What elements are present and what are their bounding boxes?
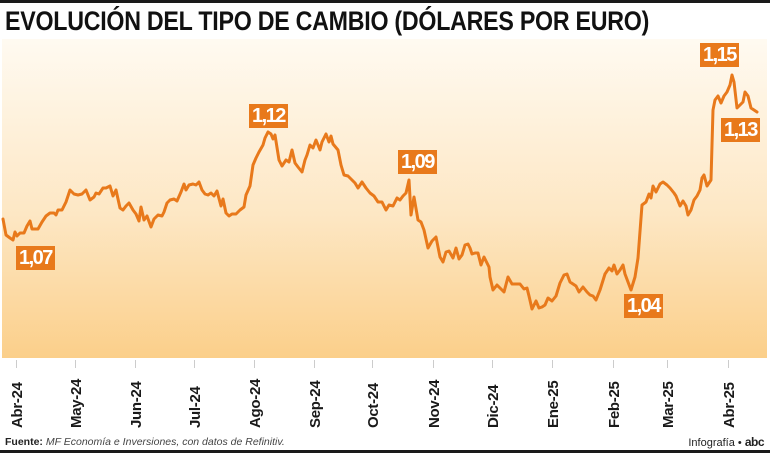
x-label-dic-24: Dic-24 bbox=[485, 384, 502, 428]
x-label-oct-24: Oct-24 bbox=[365, 383, 382, 428]
source-note: Fuente: MF Economía e Inversiones, con d… bbox=[5, 436, 285, 448]
annotation-badge-last: 1,13 bbox=[721, 118, 760, 142]
x-tick bbox=[433, 360, 434, 368]
x-tick bbox=[314, 360, 315, 368]
x-label-nov-24: Nov-24 bbox=[426, 379, 443, 428]
annotation-badge-aug-peak: 1,12 bbox=[249, 104, 288, 128]
x-label-abr-25: Abr-25 bbox=[721, 382, 738, 428]
x-tick bbox=[16, 360, 17, 368]
x-label-feb-25: Feb-25 bbox=[606, 381, 623, 428]
x-tick bbox=[613, 360, 614, 368]
x-label-ago-24: Ago-24 bbox=[247, 378, 264, 428]
credit: Infografía • abc bbox=[688, 435, 764, 449]
source-text: MF Economía e Inversiones, con datos de … bbox=[45, 436, 285, 448]
annotation-badge-oct-peak: 1,09 bbox=[398, 150, 437, 174]
top-border bbox=[0, 0, 770, 3]
x-tick bbox=[194, 360, 195, 368]
source-label: Fuente: bbox=[5, 436, 43, 448]
abc-logo: abc bbox=[744, 435, 765, 449]
x-tick bbox=[492, 360, 493, 368]
annotation-badge-start: 1,07 bbox=[16, 246, 55, 270]
x-label-sep-24: Sep-24 bbox=[307, 380, 324, 428]
x-tick bbox=[552, 360, 553, 368]
x-tick bbox=[728, 360, 729, 368]
annotation-badge-max: 1,15 bbox=[700, 43, 739, 67]
bottom-border bbox=[0, 450, 770, 453]
x-label-abr-24: Abr-24 bbox=[9, 382, 26, 428]
chart-title: EVOLUCIÓN DEL TIPO DE CAMBIO (DÓLARES PO… bbox=[5, 6, 650, 36]
x-tick bbox=[372, 360, 373, 368]
x-tick bbox=[254, 360, 255, 368]
x-label-ene-25: Ene-25 bbox=[545, 380, 562, 428]
credit-text: Infografía • bbox=[688, 437, 742, 449]
x-tick bbox=[667, 360, 668, 368]
x-tick bbox=[75, 360, 76, 368]
annotation-badge-feb-low: 1,04 bbox=[624, 294, 663, 318]
x-label-jul-24: Jul-24 bbox=[187, 386, 204, 428]
x-label-jun-24: Jun-24 bbox=[128, 381, 145, 428]
x-label-mar-25: Mar-25 bbox=[660, 381, 677, 428]
x-label-may-24: May-24 bbox=[68, 378, 85, 428]
x-tick bbox=[135, 360, 136, 368]
